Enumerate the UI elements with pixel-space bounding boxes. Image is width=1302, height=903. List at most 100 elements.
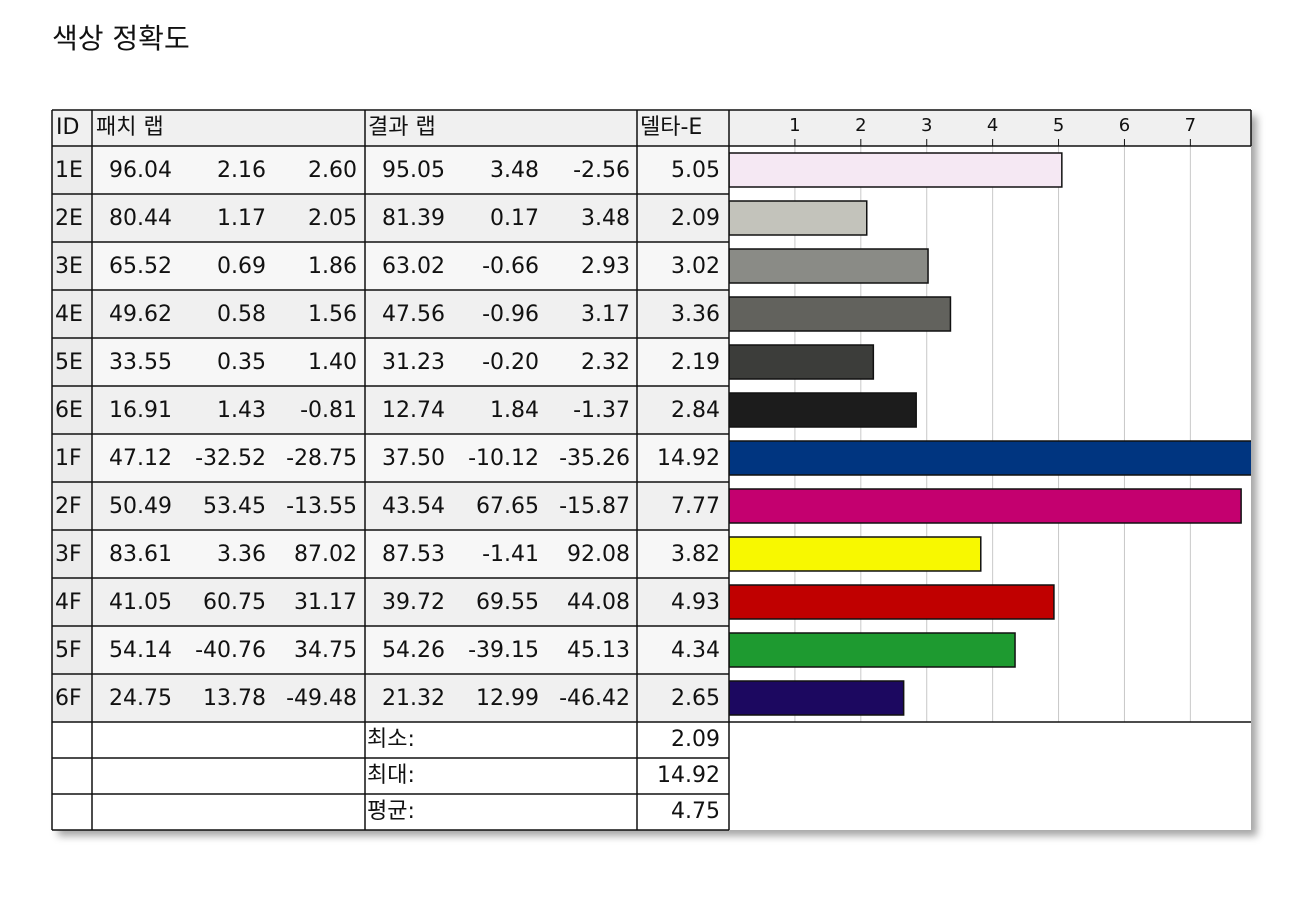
bar bbox=[729, 392, 917, 428]
id-bg bbox=[52, 626, 92, 674]
lab-value: -40.76 bbox=[195, 638, 266, 663]
patch-id: 2E bbox=[55, 206, 83, 231]
lab-value: 50.49 bbox=[109, 494, 172, 519]
id-bg bbox=[52, 386, 92, 434]
lab-value: 24.75 bbox=[109, 686, 172, 711]
lab-value: 41.05 bbox=[109, 590, 172, 615]
bar bbox=[729, 296, 952, 332]
lab-value: 45.13 bbox=[567, 638, 630, 663]
lab-value: 31.17 bbox=[294, 590, 357, 615]
bar bbox=[729, 152, 1063, 188]
lab-value: -46.42 bbox=[559, 686, 630, 711]
lab-value: 1.86 bbox=[308, 254, 357, 279]
header: ID bbox=[56, 115, 79, 140]
summary-label: 평균: bbox=[367, 799, 415, 824]
x-tick-label: 7 bbox=[1185, 115, 1196, 136]
patch-id: 4E bbox=[55, 302, 83, 327]
summary-label: 최소: bbox=[367, 727, 415, 752]
bar bbox=[729, 680, 905, 716]
lab-value: 12.99 bbox=[476, 686, 539, 711]
patch-id: 1E bbox=[55, 158, 83, 183]
lab-value: 63.02 bbox=[382, 254, 445, 279]
lab-value: 44.08 bbox=[567, 590, 630, 615]
patch-id: 3F bbox=[55, 542, 82, 567]
row-bg bbox=[52, 578, 729, 626]
lab-value: 3.48 bbox=[581, 206, 630, 231]
lab-value: 21.32 bbox=[382, 686, 445, 711]
lab-value: -39.15 bbox=[468, 638, 539, 663]
row-bg bbox=[52, 290, 729, 338]
lab-value: 87.02 bbox=[294, 542, 357, 567]
delta-e: 14.92 bbox=[657, 446, 720, 471]
lab-value: -2.56 bbox=[573, 158, 630, 183]
lab-value: -0.20 bbox=[482, 350, 539, 375]
lab-value: -13.55 bbox=[286, 494, 357, 519]
lab-value: -0.81 bbox=[300, 398, 357, 423]
row-bg bbox=[52, 530, 729, 578]
lab-value: 37.50 bbox=[382, 446, 445, 471]
id-bg bbox=[52, 674, 92, 722]
lab-value: 92.08 bbox=[567, 542, 630, 567]
lab-value: 12.74 bbox=[382, 398, 445, 423]
x-tick-label: 3 bbox=[921, 115, 932, 136]
lab-value: 0.58 bbox=[217, 302, 266, 327]
row-bg bbox=[52, 242, 729, 290]
row-bg bbox=[52, 338, 729, 386]
lab-value: 3.17 bbox=[581, 302, 630, 327]
x-tick-label: 1 bbox=[789, 115, 800, 136]
delta-e: 7.77 bbox=[671, 494, 720, 519]
row-bg bbox=[52, 626, 729, 674]
lab-value: 95.05 bbox=[382, 158, 445, 183]
id-bg bbox=[52, 194, 92, 242]
header: 패치 랩 bbox=[96, 115, 164, 140]
patch-id: 3E bbox=[55, 254, 83, 279]
patch-id: 6E bbox=[55, 398, 83, 423]
lab-value: 1.43 bbox=[217, 398, 266, 423]
lab-value: -35.26 bbox=[559, 446, 630, 471]
lab-value: 2.60 bbox=[308, 158, 357, 183]
lab-value: -28.75 bbox=[286, 446, 357, 471]
lab-value: 34.75 bbox=[294, 638, 357, 663]
lab-value: -0.66 bbox=[482, 254, 539, 279]
lab-value: 0.17 bbox=[490, 206, 539, 231]
lab-value: -15.87 bbox=[559, 494, 630, 519]
patch-id: 2F bbox=[55, 494, 82, 519]
row-bg bbox=[52, 146, 729, 194]
delta-e: 2.19 bbox=[671, 350, 720, 375]
lab-value: 80.44 bbox=[109, 206, 172, 231]
lab-value: 0.35 bbox=[217, 350, 266, 375]
lab-value: 96.04 bbox=[109, 158, 172, 183]
bar bbox=[729, 584, 1055, 620]
x-tick-label: 2 bbox=[855, 115, 866, 136]
lab-value: 83.61 bbox=[109, 542, 172, 567]
summary-value: 2.09 bbox=[671, 727, 720, 752]
bar bbox=[729, 344, 875, 380]
summary-value: 14.92 bbox=[657, 763, 720, 788]
lab-value: 31.23 bbox=[382, 350, 445, 375]
lab-value: 13.78 bbox=[203, 686, 266, 711]
title: 색상 정확도 bbox=[52, 22, 190, 55]
lab-value: 16.91 bbox=[109, 398, 172, 423]
lab-value: 39.72 bbox=[382, 590, 445, 615]
lab-value: 67.65 bbox=[476, 494, 539, 519]
delta-e: 4.93 bbox=[671, 590, 720, 615]
header: 결과 랩 bbox=[368, 115, 436, 140]
x-tick-label: 5 bbox=[1053, 115, 1064, 136]
delta-e: 2.09 bbox=[671, 206, 720, 231]
id-bg bbox=[52, 242, 92, 290]
lab-value: 2.93 bbox=[581, 254, 630, 279]
x-tick-label: 6 bbox=[1119, 115, 1130, 136]
lab-value: 2.05 bbox=[308, 206, 357, 231]
patch-id: 4F bbox=[55, 590, 82, 615]
lab-value: -10.12 bbox=[468, 446, 539, 471]
id-bg bbox=[52, 482, 92, 530]
lab-value: 47.56 bbox=[382, 302, 445, 327]
header-bg bbox=[52, 110, 1251, 146]
lab-value: 1.40 bbox=[308, 350, 357, 375]
lab-value: 2.16 bbox=[217, 158, 266, 183]
bar bbox=[729, 536, 982, 572]
bar bbox=[729, 488, 1242, 524]
lab-value: 1.17 bbox=[217, 206, 266, 231]
lab-value: -1.37 bbox=[573, 398, 630, 423]
lab-value: 81.39 bbox=[382, 206, 445, 231]
